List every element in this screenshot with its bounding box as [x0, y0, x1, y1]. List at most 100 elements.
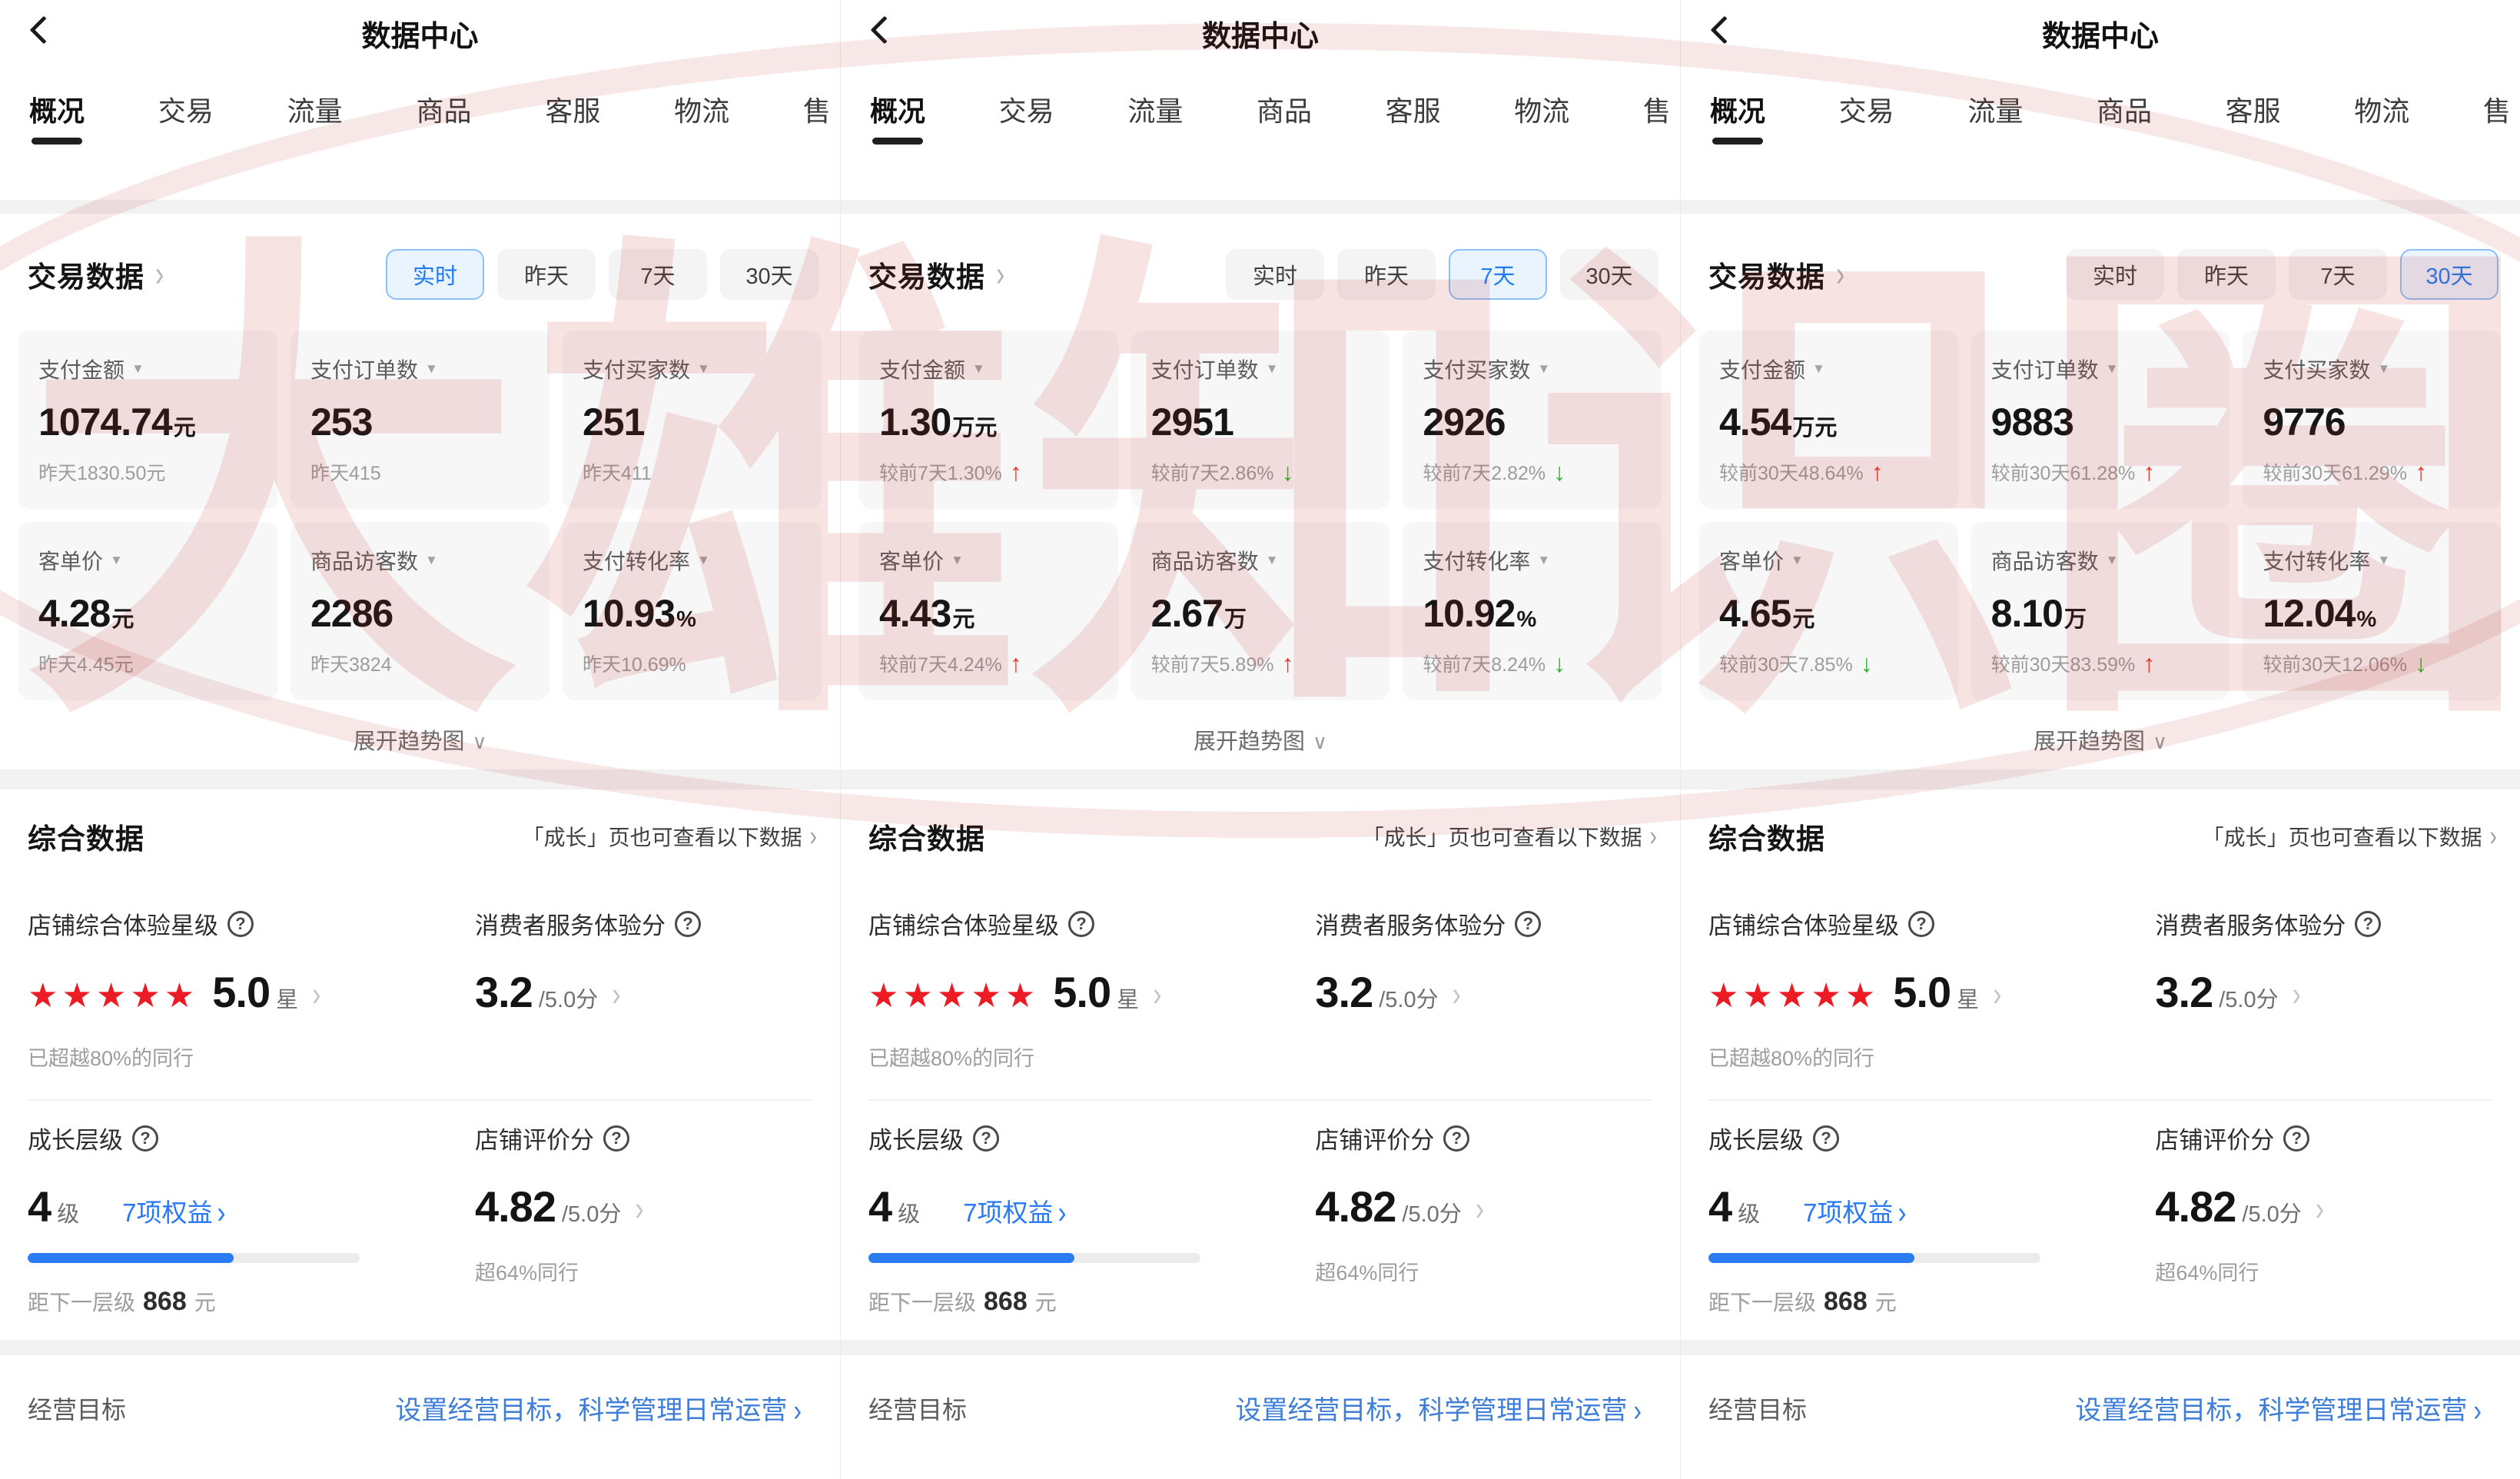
help-icon[interactable]: ? [1813, 1125, 1839, 1152]
caret-down-icon[interactable]: ▼ [131, 361, 144, 376]
service-score-card[interactable]: 消费者服务体验分? 3.2 /5.0分 › [475, 886, 812, 1095]
store-rating-card[interactable]: 店铺评价分? 4.82 /5.0分 › 超64%同行 [1315, 1101, 1652, 1340]
caret-down-icon[interactable]: ▼ [1265, 361, 1279, 376]
filter-chip-7d[interactable]: 7天 [2289, 249, 2387, 300]
caret-down-icon[interactable]: ▼ [1537, 361, 1551, 376]
tab-goods[interactable]: 商品 [2096, 95, 2152, 127]
store-star-card[interactable]: 店铺综合体验星级? ★★★★★ 5.0 星 › 已超越80%的同行 [1708, 886, 2155, 1095]
metric-card[interactable]: 支付金额 ▼ 4.54 万元 较前30天48.64% ↑ [1699, 331, 1958, 509]
filter-chip-realtime[interactable]: 实时 [1226, 249, 1324, 300]
caret-down-icon[interactable]: ▼ [110, 553, 123, 567]
growth-level-card[interactable]: 成长层级? 4 级 7项权益 › 距下一层级 868 元 [28, 1101, 475, 1340]
filter-chip-yesterday[interactable]: 昨天 [1337, 249, 1436, 300]
store-rating-card[interactable]: 店铺评价分? 4.82 /5.0分 › 超64%同行 [2155, 1101, 2492, 1340]
metric-card[interactable]: 支付买家数 ▼ 9776 较前30天61.29% ↑ [2243, 331, 2502, 509]
help-icon[interactable]: ? [1443, 1125, 1470, 1152]
help-icon[interactable]: ? [1068, 910, 1094, 937]
tab-overview[interactable]: 概况 [870, 89, 925, 155]
caret-down-icon[interactable]: ▼ [2105, 553, 2119, 567]
caret-down-icon[interactable]: ▼ [697, 361, 710, 376]
metric-card[interactable]: 支付转化率 ▼ 10.93% 昨天10.69% [563, 522, 822, 700]
growth-level-card[interactable]: 成长层级? 4 级 7项权益 › 距下一层级 868 元 [1708, 1101, 2155, 1340]
metric-card[interactable]: 客单价 ▼ 4.28 元 昨天4.45元 [18, 522, 277, 700]
expand-trend-button[interactable]: 展开趋势图 ∨ [841, 723, 1680, 769]
filter-chip-yesterday[interactable]: 昨天 [2177, 249, 2276, 300]
metric-card[interactable]: 客单价 ▼ 4.43 元 较前7天4.24% ↑ [859, 522, 1118, 700]
help-icon[interactable]: ? [603, 1125, 629, 1152]
tab-service[interactable]: 客服 [545, 95, 601, 127]
tab-aftersale[interactable]: 售 [802, 95, 831, 127]
trade-section-title[interactable]: 交易数据 [28, 261, 144, 293]
tab-traffic[interactable]: 流量 [1127, 95, 1184, 127]
expand-trend-button[interactable]: 展开趋势图 ∨ [1681, 723, 2520, 769]
store-rating-card[interactable]: 店铺评价分? 4.82 /5.0分 › 超64%同行 [475, 1101, 812, 1340]
tab-service[interactable]: 客服 [2225, 95, 2281, 127]
caret-down-icon[interactable]: ▼ [951, 553, 964, 567]
growth-level-card[interactable]: 成长层级? 4 级 7项权益 › 距下一层级 868 元 [868, 1101, 1315, 1340]
help-icon[interactable]: ? [1908, 910, 1934, 937]
trade-section-title[interactable]: 交易数据 [868, 261, 985, 293]
benefits-link[interactable]: 7项权益 › [1803, 1192, 1906, 1229]
benefits-link[interactable]: 7项权益 › [122, 1192, 225, 1229]
caret-down-icon[interactable]: ▼ [2377, 553, 2391, 567]
goal-setup-link[interactable]: 设置经营目标，科学管理日常运营 › [1235, 1389, 1642, 1427]
metric-card[interactable]: 支付转化率 ▼ 10.92% 较前7天8.24% ↓ [1403, 522, 1662, 700]
growth-page-link[interactable]: 「成长」页也可查看以下数据 [522, 826, 802, 849]
caret-down-icon[interactable]: ▼ [425, 361, 438, 376]
tab-service[interactable]: 客服 [1385, 95, 1441, 127]
growth-page-link[interactable]: 「成长」页也可查看以下数据 [1362, 826, 1642, 849]
tab-overview[interactable]: 概况 [29, 89, 85, 155]
metric-card[interactable]: 客单价 ▼ 4.65 元 较前30天7.85% ↓ [1699, 522, 1958, 700]
metric-card[interactable]: 支付转化率 ▼ 12.04% 较前30天12.06% ↓ [2243, 522, 2502, 700]
goal-setup-link[interactable]: 设置经营目标，科学管理日常运营 › [395, 1389, 802, 1427]
metric-card[interactable]: 支付金额 ▼ 1.30 万元 较前7天1.30% ↑ [859, 331, 1118, 509]
filter-chip-realtime[interactable]: 实时 [386, 249, 484, 300]
caret-down-icon[interactable]: ▼ [1537, 553, 1551, 567]
tab-goods[interactable]: 商品 [416, 95, 472, 127]
help-icon[interactable]: ? [1515, 910, 1542, 937]
caret-down-icon[interactable]: ▼ [425, 553, 438, 567]
help-icon[interactable]: ? [2355, 910, 2382, 937]
help-icon[interactable]: ? [2283, 1125, 2310, 1152]
filter-chip-realtime[interactable]: 实时 [2066, 249, 2164, 300]
filter-chip-30d[interactable]: 30天 [1560, 249, 1658, 300]
filter-chip-7d[interactable]: 7天 [609, 249, 707, 300]
help-icon[interactable]: ? [973, 1125, 999, 1152]
trade-section-title[interactable]: 交易数据 [1708, 261, 1825, 293]
filter-chip-30d[interactable]: 30天 [720, 249, 818, 300]
tab-trade[interactable]: 交易 [998, 95, 1054, 127]
tab-traffic[interactable]: 流量 [1967, 95, 2024, 127]
metric-card[interactable]: 支付订单数 ▼ 253 昨天415 [291, 331, 549, 509]
help-icon[interactable]: ? [132, 1125, 158, 1152]
metric-card[interactable]: 支付订单数 ▼ 9883 较前30天61.28% ↑ [1971, 331, 2230, 509]
growth-page-link[interactable]: 「成长」页也可查看以下数据 [2202, 826, 2482, 849]
service-score-card[interactable]: 消费者服务体验分? 3.2 /5.0分 › [1315, 886, 1652, 1095]
tab-aftersale[interactable]: 售 [1642, 95, 1671, 127]
caret-down-icon[interactable]: ▼ [1791, 553, 1804, 567]
caret-down-icon[interactable]: ▼ [1265, 553, 1279, 567]
filter-chip-yesterday[interactable]: 昨天 [497, 249, 596, 300]
store-star-card[interactable]: 店铺综合体验星级? ★★★★★ 5.0 星 › 已超越80%的同行 [28, 886, 475, 1095]
tab-aftersale[interactable]: 售 [2482, 95, 2511, 127]
help-icon[interactable]: ? [227, 910, 254, 937]
tab-logistics[interactable]: 物流 [674, 95, 730, 127]
goal-setup-link[interactable]: 设置经营目标，科学管理日常运营 › [2075, 1389, 2482, 1427]
tab-logistics[interactable]: 物流 [1514, 95, 1570, 127]
metric-card[interactable]: 支付金额 ▼ 1074.74 元 昨天1830.50元 [18, 331, 277, 509]
tab-overview[interactable]: 概况 [1710, 89, 1765, 155]
caret-down-icon[interactable]: ▼ [1812, 361, 1825, 376]
tab-goods[interactable]: 商品 [1256, 95, 1312, 127]
tab-trade[interactable]: 交易 [1838, 95, 1894, 127]
metric-card[interactable]: 商品访客数 ▼ 2.67 万 较前7天5.89% ↑ [1131, 522, 1390, 700]
tab-trade[interactable]: 交易 [158, 95, 214, 127]
tab-logistics[interactable]: 物流 [2354, 95, 2410, 127]
caret-down-icon[interactable]: ▼ [2377, 361, 2391, 376]
filter-chip-7d[interactable]: 7天 [1449, 249, 1547, 300]
metric-card[interactable]: 支付订单数 ▼ 2951 较前7天2.86% ↓ [1131, 331, 1390, 509]
tab-traffic[interactable]: 流量 [287, 95, 343, 127]
store-star-card[interactable]: 店铺综合体验星级? ★★★★★ 5.0 星 › 已超越80%的同行 [868, 886, 1315, 1095]
filter-chip-30d[interactable]: 30天 [2400, 249, 2498, 300]
metric-card[interactable]: 商品访客数 ▼ 8.10 万 较前30天83.59% ↑ [1971, 522, 2230, 700]
benefits-link[interactable]: 7项权益 › [963, 1192, 1066, 1229]
service-score-card[interactable]: 消费者服务体验分? 3.2 /5.0分 › [2155, 886, 2492, 1095]
